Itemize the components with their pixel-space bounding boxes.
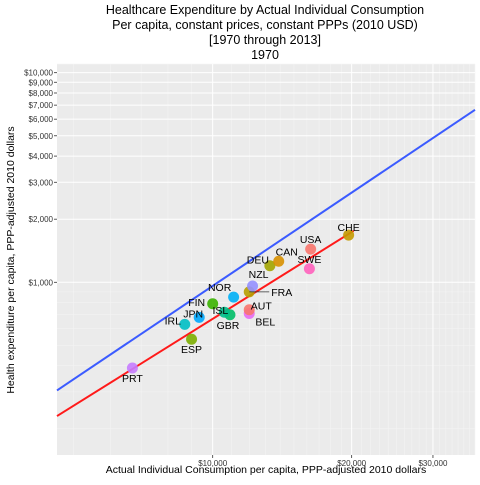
y-tick-label: $7,000: [29, 101, 54, 110]
point-esp: [186, 333, 198, 345]
y-tick-label: $2,000: [29, 215, 54, 224]
y-tick-label: $10,000: [24, 69, 53, 78]
point-fin: [207, 298, 219, 310]
label-bel: BEL: [255, 316, 275, 328]
y-tick-label: $4,000: [29, 152, 54, 161]
title-line-3: [1970 through 2013]: [209, 33, 321, 47]
fit-lines: [56, 108, 476, 417]
label-usa: USA: [300, 234, 322, 246]
label-fra: FRA: [271, 287, 292, 299]
x-tick-label: $10,000: [198, 459, 227, 468]
point-che: [343, 229, 355, 241]
label-can: CAN: [276, 246, 298, 258]
x-axis-title: Actual Individual Consumption per capita…: [106, 464, 426, 476]
label-fin: FIN: [188, 297, 205, 309]
plot-panel: [57, 64, 475, 455]
title-line-4: 1970: [251, 48, 279, 62]
label-prt: PRT: [122, 373, 143, 385]
point-isl: [218, 306, 230, 318]
title-line-1: Healthcare Expenditure by Actual Individ…: [106, 3, 424, 17]
x-tick-label: $20,000: [337, 459, 366, 468]
point-irl: [179, 318, 191, 330]
label-swe: SWE: [297, 254, 321, 266]
point-aut: [243, 304, 255, 316]
axis-ticks: $10,000 $20,000 $30,000 $1,000 $2,000 $3,000 $…: [24, 69, 448, 468]
y-tick-label: $3,000: [29, 178, 54, 187]
point-usa: [305, 243, 317, 255]
point-prt: [126, 362, 138, 374]
y-tick-label: $8,000: [29, 89, 54, 98]
point-nzl: [247, 280, 259, 292]
label-isl: ISL: [212, 305, 228, 317]
label-esp: ESP: [181, 344, 202, 356]
label-che: CHE: [338, 222, 360, 234]
data-points: [126, 229, 355, 374]
y-tick-label: $6,000: [29, 115, 54, 124]
point-nor: [228, 291, 240, 303]
y-tick-label: $5,000: [29, 132, 54, 141]
y-tick-label: $1,000: [29, 278, 54, 287]
label-aut: AUT: [251, 301, 273, 313]
grid-lines: [57, 63, 476, 455]
fit-line-red: [56, 229, 355, 417]
label-irl: IRL: [165, 315, 182, 327]
x-tick-label: $30,000: [418, 459, 447, 468]
y-axis-title: Health expenditure per capita, PPP-adjus…: [5, 126, 17, 393]
y-tick-label: $9,000: [29, 78, 54, 87]
label-jpn: JPN: [183, 308, 203, 320]
label-deu: DEU: [247, 255, 269, 267]
label-nzl: NZL: [249, 269, 269, 281]
fit-line-blue: [56, 108, 476, 392]
point-jpn: [193, 311, 205, 323]
label-nor: NOR: [208, 282, 232, 294]
label-gbr: GBR: [217, 320, 240, 332]
chart-title: Healthcare Expenditure by Actual Individ…: [106, 3, 424, 62]
point-swe: [303, 263, 315, 275]
point-can: [273, 255, 285, 267]
point-deu: [264, 260, 276, 272]
title-line-2: Per capita, constant prices, constant PP…: [112, 18, 418, 32]
